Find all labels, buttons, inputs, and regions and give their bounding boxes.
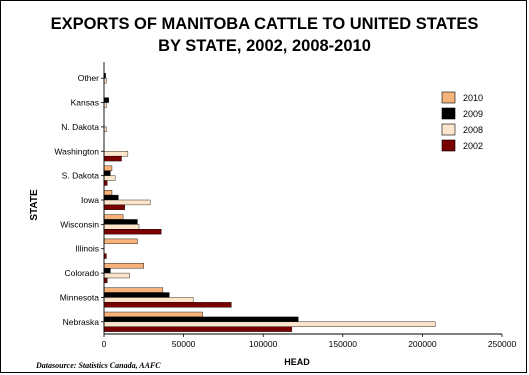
- y-tick-label-wisconsin: Wisconsin: [60, 219, 99, 229]
- x-tick-label-250000: 250000: [488, 339, 517, 349]
- bars-layer: [103, 73, 436, 332]
- x-tick-label-50000: 50000: [172, 339, 196, 349]
- bar-colorado-2002: [103, 277, 108, 284]
- bar-s-dakota-2008: [103, 175, 116, 181]
- bar-nebraska-2008: [103, 321, 436, 327]
- y-axis-label: STATE: [29, 189, 40, 221]
- bar-iowa-2010: [103, 189, 113, 196]
- bar-nebraska-2009: [103, 316, 299, 323]
- x-tick-label-200000: 200000: [408, 339, 437, 349]
- legend-label-2002: 2002: [463, 141, 483, 151]
- y-tick-label-illinois: Illinois: [75, 244, 99, 254]
- x-axis-label: HEAD: [284, 357, 310, 367]
- bar-illinois-2010: [103, 238, 138, 245]
- bar-minnesota-2009: [103, 292, 170, 298]
- data-source-note: Datasource: Statistics Canada, AAFC: [36, 361, 161, 370]
- bar-kansas-2009: [103, 97, 109, 103]
- x-tick-label-100000: 100000: [249, 339, 278, 349]
- legend: 2010 2009 2008 2002: [441, 91, 483, 152]
- y-tick-label-s-dakota: S. Dakota: [62, 171, 100, 181]
- bar-washington-2002: [103, 155, 122, 162]
- bar-minnesota-2002: [103, 302, 232, 308]
- y-tick-label-nebraska: Nebraska: [63, 317, 100, 327]
- y-tick-label-other: Other: [78, 73, 99, 83]
- y-tick-label-iowa: Iowa: [81, 195, 99, 205]
- bar-colorado-2010: [103, 263, 144, 269]
- y-tick-label-kansas: Kansas: [71, 98, 99, 108]
- legend-label-2010: 2010: [463, 93, 483, 103]
- bar-iowa-2002: [103, 204, 125, 210]
- axes-layer: Nebraska Minnesota Colorado Illinois Wiscons…: [54, 62, 516, 349]
- chart-title: EXPORTS OF MANITOBA CATTLE TO UNITED STA…: [0, 13, 529, 57]
- bar-minnesota-2010: [103, 287, 164, 293]
- bar-nebraska-2010: [103, 311, 203, 318]
- bar-nebraska-2002: [103, 326, 293, 332]
- legend-swatch-2008: [441, 123, 456, 136]
- x-tick-label-150000: 150000: [329, 339, 358, 349]
- chart-title-line-1: EXPORTS OF MANITOBA CATTLE TO UNITED STA…: [50, 15, 479, 33]
- legend-swatch-2002: [441, 139, 456, 152]
- bar-s-dakota-2010: [103, 165, 113, 171]
- bar-minnesota-2008: [103, 297, 194, 303]
- x-tick-label-0: 0: [102, 339, 107, 349]
- bar-washington-2008: [103, 151, 129, 157]
- bar-wisconsin-2002: [103, 229, 162, 235]
- chart-title-line-2: BY STATE, 2002, 2008-2010: [158, 37, 371, 55]
- bar-colorado-2009: [103, 267, 111, 274]
- bar-colorado-2008: [103, 272, 130, 279]
- y-tick-label-minnesota: Minnesota: [60, 292, 99, 302]
- y-tick-label-n-dakota: N. Dakota: [61, 122, 99, 132]
- bar-wisconsin-2010: [103, 214, 124, 220]
- y-tick-label-colorado: Colorado: [65, 268, 100, 278]
- bar-wisconsin-2009: [103, 219, 138, 225]
- bar-iowa-2009: [103, 194, 119, 201]
- bar-wisconsin-2008: [103, 224, 140, 230]
- legend-swatch-2009: [441, 107, 456, 120]
- bar-s-dakota-2009: [103, 170, 111, 176]
- legend-label-2008: 2008: [463, 125, 483, 135]
- y-tick-label-washington: Washington: [54, 146, 99, 156]
- bar-iowa-2008: [103, 199, 151, 206]
- bar-s-dakota-2002: [103, 180, 108, 186]
- legend-label-2009: 2009: [463, 109, 483, 119]
- legend-swatch-2010: [441, 91, 456, 104]
